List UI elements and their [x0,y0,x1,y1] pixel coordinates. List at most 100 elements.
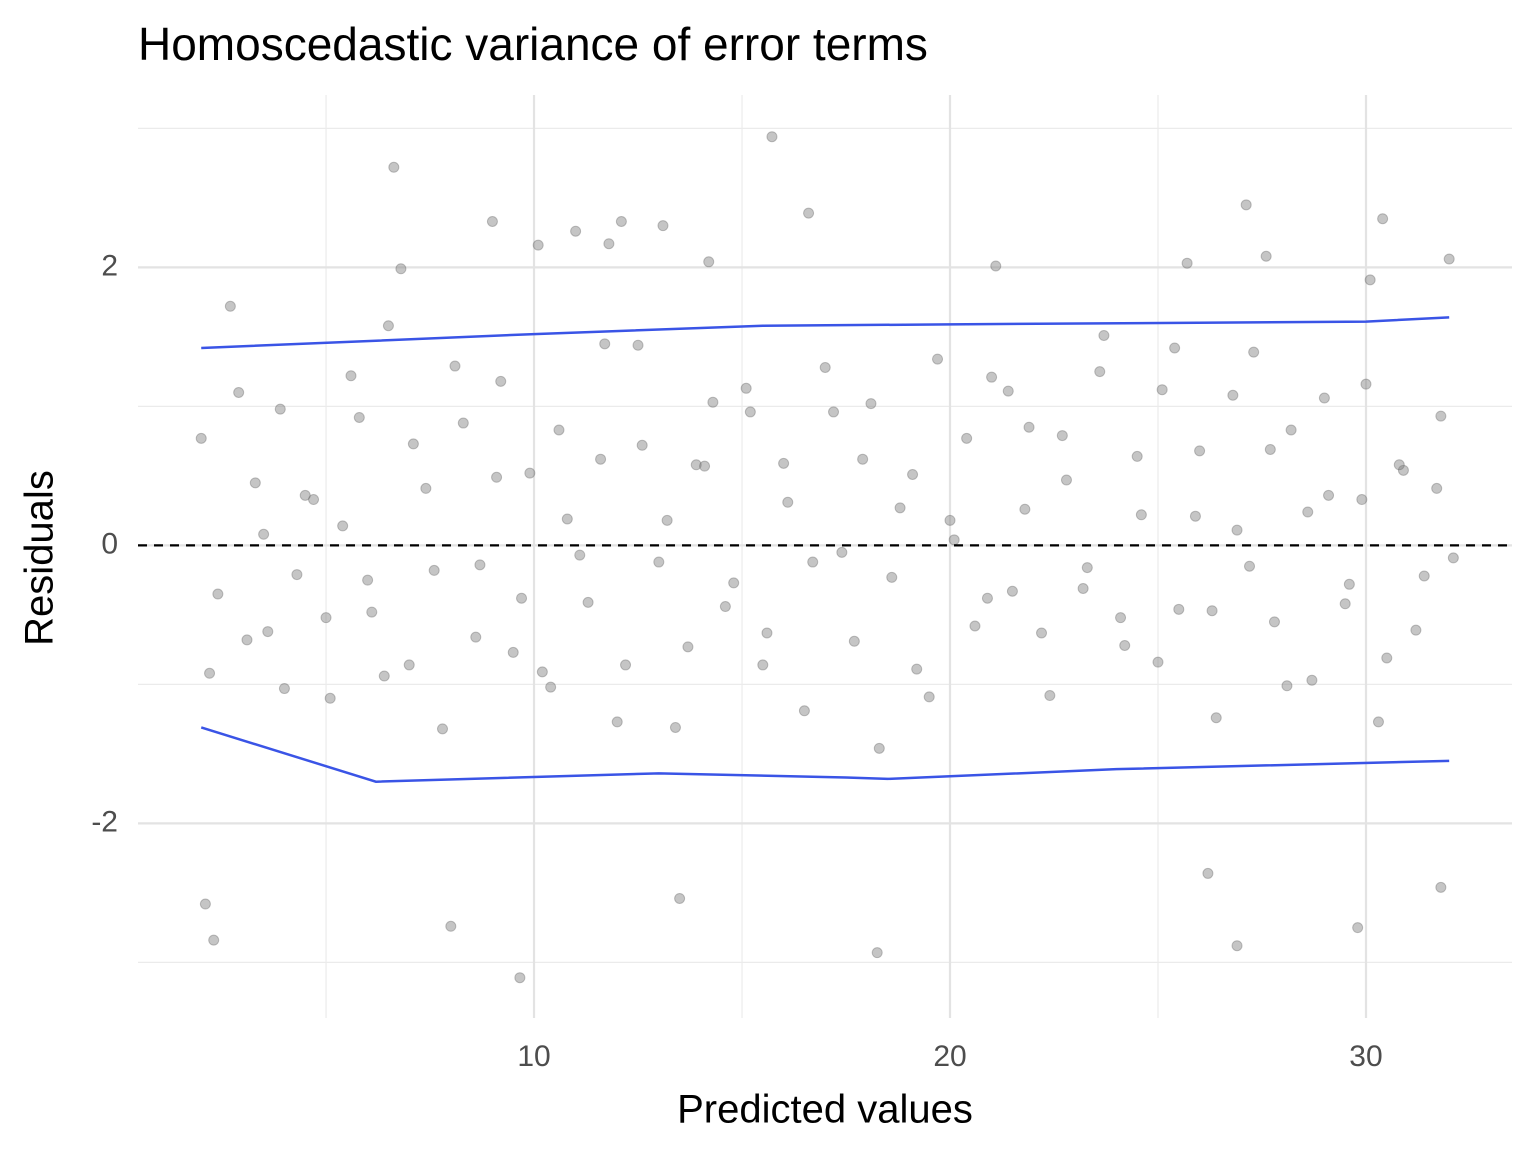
y-tick-label: -2 [91,805,118,838]
point [1181,257,1193,269]
point [1435,881,1447,893]
point [507,646,519,658]
point [1081,562,1093,574]
point [707,396,719,408]
point [719,601,731,613]
point [570,225,582,237]
point [366,606,378,618]
point [1323,489,1335,501]
point [907,468,919,480]
point [1135,509,1147,521]
point [873,742,885,754]
point [871,947,883,959]
point [766,131,778,143]
point [703,256,715,268]
x-tick-label: 30 [1349,1040,1382,1073]
point [1410,624,1422,636]
point [1002,385,1014,397]
point [1131,450,1143,462]
point [1285,424,1297,436]
point [1036,627,1048,639]
point [486,215,498,227]
point [1098,329,1110,341]
point [1356,494,1368,506]
point [923,691,935,703]
point [757,659,769,671]
point [532,239,544,251]
point [1189,510,1201,522]
point [299,489,311,501]
point [1202,867,1214,879]
point [611,716,623,728]
point [661,514,673,526]
point [291,569,303,581]
x-tick-label: 10 [517,1040,550,1073]
point [208,934,220,946]
point [258,528,270,540]
point [981,592,993,604]
point [1360,378,1372,390]
point [362,574,374,586]
point [233,386,245,398]
point [761,627,773,639]
point [1077,582,1089,594]
point [1260,250,1272,262]
point [1377,213,1389,225]
point [1397,464,1409,476]
point [1264,443,1276,455]
point [1169,342,1181,354]
point [561,513,573,525]
point [819,361,831,373]
point [1240,199,1252,211]
point [345,370,357,382]
point [474,559,486,571]
point [595,453,607,465]
point [690,459,702,471]
point [1115,612,1127,624]
point [1119,639,1131,651]
point [911,663,923,675]
point [457,417,469,429]
point [337,520,349,532]
point [195,432,207,444]
point [262,626,274,638]
point [249,477,261,489]
point [1248,346,1260,358]
point [1060,474,1072,486]
point [1152,656,1164,668]
point [1156,384,1168,396]
point [1343,578,1355,590]
point [495,375,507,387]
point [961,432,973,444]
point [1372,716,1384,728]
x-tick-label: 20 [933,1040,966,1073]
point [1023,421,1035,433]
point [514,972,526,984]
point [320,612,332,624]
point [807,556,819,568]
point [445,920,457,932]
point [1094,366,1106,378]
y-axis-label: Residuals [18,470,62,646]
y-tick-label: 0 [101,527,118,560]
point [1244,560,1256,572]
point [420,482,432,494]
point [1231,940,1243,952]
point [308,494,320,506]
point [1431,482,1443,494]
point [324,692,336,704]
point [407,438,419,450]
point [848,635,860,647]
point [382,320,394,332]
point [828,406,840,418]
point [948,534,960,546]
point [403,659,415,671]
point [886,571,898,583]
point [636,439,648,451]
point [1418,570,1430,582]
point [212,588,224,600]
point [728,577,740,589]
point [986,371,998,383]
